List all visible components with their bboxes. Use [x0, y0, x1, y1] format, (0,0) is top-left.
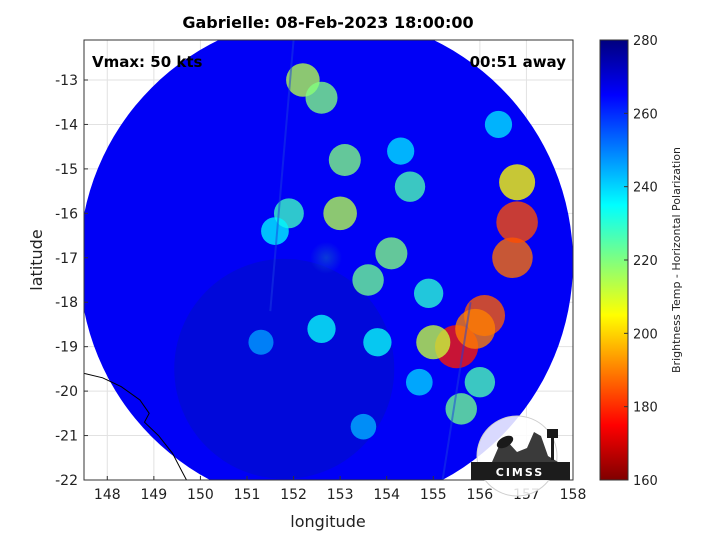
cold-cell-25	[413, 278, 444, 309]
x-tick-label-7: 155	[420, 487, 447, 503]
cold-cell-12	[328, 144, 361, 176]
cold-cell-22	[248, 329, 274, 355]
y-tick-label-4: -17	[55, 251, 78, 267]
cold-cell-6	[416, 325, 451, 360]
colorbar-tick-label-3: 220	[633, 254, 658, 269]
chart-title: Gabrielle: 08-Feb-2023 18:00:00	[182, 13, 473, 32]
storm-eye	[310, 241, 343, 274]
y-tick-label-3: -16	[55, 206, 78, 222]
y-tick-label-8: -21	[55, 429, 78, 445]
cold-cell-10	[305, 81, 338, 114]
y-axis-label: latitude	[27, 229, 46, 290]
cold-cell-8	[464, 367, 496, 398]
cold-cell-4	[496, 201, 538, 244]
x-axis-ticks: 148 149 150 151 152 153 154 155 156 157 158	[94, 476, 586, 503]
cold-cell-14	[394, 171, 426, 202]
coastline	[84, 372, 187, 480]
y-tick-label-5: -18	[55, 295, 78, 311]
colorbar-label: Brightness Temp - Horizontal Polarizatio…	[670, 147, 683, 373]
logo-text: CIMSS	[496, 466, 544, 479]
colorbar-tick-label-5: 260	[633, 107, 658, 122]
cold-cell-15	[352, 264, 384, 296]
y-tick-label-0: -13	[55, 73, 78, 89]
cold-cell-5	[499, 164, 536, 201]
colorbar-ticks: 160 180 200 220 240 260 280	[624, 34, 658, 489]
cold-cell-11	[323, 196, 357, 231]
swath-seam-west	[269, 40, 295, 312]
cold-cell-18	[363, 328, 392, 357]
time-away-annotation: 00:51 away	[470, 53, 567, 71]
x-axis-label: longitude	[290, 512, 365, 531]
cold-cell-7	[445, 393, 477, 425]
y-tick-label-1: -14	[55, 117, 78, 133]
y-tick-label-9: -22	[55, 473, 78, 489]
x-tick-label-10: 158	[560, 487, 587, 503]
y-tick-label-7: -20	[55, 384, 78, 400]
colorbar-tick-label-2: 200	[633, 327, 658, 342]
cold-cell-21	[350, 413, 377, 440]
y-tick-label-2: -15	[55, 162, 78, 178]
x-tick-label-6: 154	[373, 487, 400, 503]
plot-frame	[83, 39, 574, 481]
x-tick-label-2: 150	[187, 487, 214, 503]
warm-region	[174, 258, 395, 479]
y-tick-label-6: -19	[55, 340, 78, 356]
x-tick-label-8: 156	[466, 487, 493, 503]
colorbar-tick-label-6: 280	[633, 34, 658, 49]
cold-cell-19	[405, 368, 433, 396]
cold-cell-23	[387, 137, 415, 165]
cimss-logo: CIMSS	[471, 415, 570, 497]
vmax-annotation: Vmax: 50 kts	[92, 53, 202, 71]
colorbar	[600, 40, 628, 480]
swath-seam-east	[441, 302, 472, 480]
x-tick-label-5: 153	[327, 487, 354, 503]
cold-cell-3	[492, 237, 533, 279]
colorbar-tick-label-4: 240	[633, 181, 658, 196]
scan-cells	[174, 40, 538, 480]
cold-cell-2	[455, 308, 496, 349]
x-tick-label-3: 151	[234, 487, 261, 503]
cold-cell-13	[375, 237, 408, 270]
y-axis-ticks: -13 -14 -15 -16 -17 -18 -19 -20 -21 -22	[55, 73, 88, 489]
cold-cell-24	[484, 110, 513, 139]
x-tick-label-0: 148	[94, 487, 121, 503]
brightness-temperature-field	[84, 40, 573, 480]
x-tick-label-1: 149	[140, 487, 167, 503]
cold-cell-20	[261, 217, 289, 245]
colorbar-tick-label-0: 160	[633, 474, 658, 489]
colorbar-tick-label-1: 180	[633, 401, 658, 416]
cold-cell-17	[307, 314, 336, 344]
x-tick-label-4: 152	[280, 487, 307, 503]
